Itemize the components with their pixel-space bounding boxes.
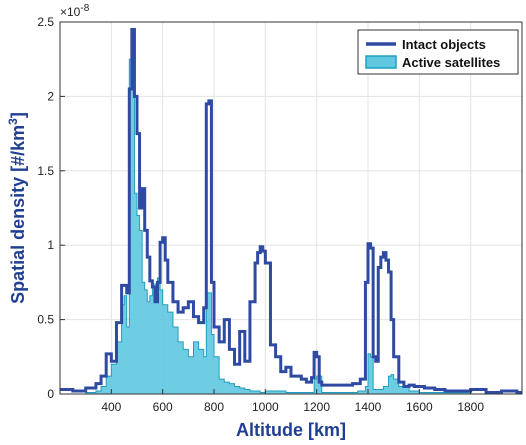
- y-tick-label: 0.5: [37, 313, 54, 327]
- x-tick-label: 1800: [457, 400, 484, 414]
- y-tick-label: 2: [47, 89, 54, 103]
- y-multiplier: ×10-8: [60, 3, 90, 19]
- series-intact-objects-line: [60, 27, 522, 395]
- y-tick-label: 2.5: [37, 15, 54, 29]
- x-tick-label: 600: [153, 400, 173, 414]
- y-axis-title: Spatial density [#/km3]: [6, 112, 28, 304]
- y-tick-label: 0: [47, 387, 54, 401]
- y-tick-label: 1.5: [37, 164, 54, 178]
- x-axis-title: Altitude [km]: [236, 420, 346, 440]
- y-multiplier-exp: -8: [80, 3, 89, 14]
- y-axis-ticks: 0 0.5 1 1.5 2 2.5: [37, 15, 65, 401]
- y-axis-title-main: Spatial density [#/km: [8, 125, 28, 304]
- legend: Intact objects Active satellites: [357, 29, 519, 75]
- y-multiplier-base: ×10: [60, 5, 81, 19]
- x-tick-label: 1000: [252, 400, 279, 414]
- x-tick-label: 800: [204, 400, 224, 414]
- x-tick-label: 1600: [406, 400, 433, 414]
- legend-swatch-active: [365, 55, 397, 69]
- series-lines: [60, 27, 522, 395]
- x-tick-label: 1200: [303, 400, 330, 414]
- x-tick-label: 400: [101, 400, 121, 414]
- plot-frame: [59, 21, 523, 395]
- x-axis-ticks: 400 600 800 1000 1200 1400 1600 1800: [101, 389, 484, 414]
- y-axis-title-end: ]: [8, 112, 28, 118]
- x-tick-label: 1400: [355, 400, 382, 414]
- legend-label-intact: Intact objects: [402, 37, 486, 52]
- y-axis-title-sup: 3: [6, 118, 20, 125]
- legend-label-active: Active satellites: [402, 55, 500, 70]
- y-tick-label: 1: [47, 238, 54, 252]
